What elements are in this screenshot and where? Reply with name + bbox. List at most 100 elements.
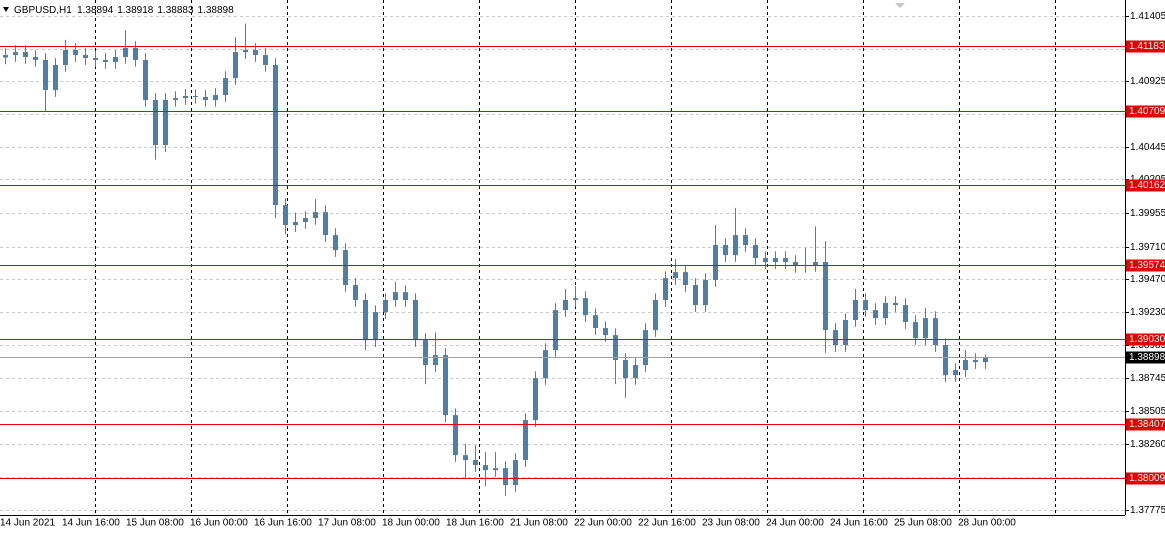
candle-body <box>913 322 918 339</box>
level-label-box <box>1126 105 1165 118</box>
candle-body <box>493 468 498 471</box>
candle-body <box>873 310 878 319</box>
candle-body <box>513 460 518 486</box>
y-tick-label: 1.39710 <box>1130 242 1165 253</box>
candle-body <box>553 310 558 351</box>
level-label: 1.39030 <box>1129 334 1165 345</box>
candle-body <box>173 98 178 100</box>
header-open: 1.38894 <box>77 5 114 16</box>
plot <box>0 16 1125 511</box>
candle-body <box>43 59 48 91</box>
candle-body <box>153 99 158 146</box>
y-tick-label: 1.39470 <box>1130 274 1165 285</box>
candle-body <box>813 262 818 266</box>
candle-body <box>383 300 388 313</box>
y-tick-label: 1.39230 <box>1130 307 1165 318</box>
candle-body <box>453 415 458 456</box>
candle-body <box>543 350 548 379</box>
current-price-box <box>1126 351 1165 364</box>
candle-body <box>323 212 328 236</box>
shift-marker <box>895 3 905 8</box>
candle-body <box>283 205 288 226</box>
candle-body <box>853 300 858 321</box>
x-tick-label: 24 Jun 00:00 <box>766 518 824 529</box>
header-high: 1.38918 <box>117 5 154 16</box>
candle-body <box>703 280 708 306</box>
candle-body <box>103 59 108 62</box>
candle-body <box>403 292 408 301</box>
y-tick-label: 1.39955 <box>1130 208 1165 219</box>
candle-body <box>163 99 168 146</box>
candle-body <box>373 312 378 341</box>
candle-body <box>753 245 758 259</box>
x-tick-label: 18 Jun 16:00 <box>446 518 504 529</box>
candle-body <box>633 365 638 379</box>
candle-body <box>483 465 488 471</box>
x-tick-label: 15 Jun 08:00 <box>126 518 184 529</box>
chart-header: GBPUSD,H1 1.38894 1.38918 1.38883 1.38898 <box>14 5 234 16</box>
candle-body <box>573 298 578 301</box>
candle-body <box>123 47 128 57</box>
candle-body <box>903 305 908 323</box>
candle-body <box>363 300 368 341</box>
level-label-box <box>1126 472 1165 485</box>
candle-body <box>473 460 478 466</box>
candle-body <box>93 58 98 60</box>
y-tick-label: 1.38505 <box>1130 406 1165 417</box>
candle-body <box>733 235 738 256</box>
y-tick-label: 1.40925 <box>1130 76 1165 87</box>
candle-body <box>833 330 838 346</box>
candle-body <box>713 245 718 281</box>
candle-body <box>533 378 538 421</box>
candle-body <box>583 298 588 316</box>
candle-body <box>23 52 28 57</box>
candle-body <box>313 212 318 219</box>
candle-body <box>333 235 338 251</box>
candle-body <box>893 303 898 306</box>
candle-body <box>433 355 438 366</box>
candle-body <box>613 335 618 361</box>
candle-body <box>983 357 988 363</box>
candle-body <box>643 330 648 366</box>
candle-body <box>883 303 888 319</box>
candle-body <box>443 355 448 416</box>
x-tick-label: 14 Jun 16:00 <box>62 518 120 529</box>
time-grid <box>95 0 1056 515</box>
candle-body <box>763 258 768 263</box>
header-low: 1.38883 <box>157 5 194 16</box>
x-tick-label: 16 Jun 00:00 <box>190 518 248 529</box>
candle-body <box>523 420 528 461</box>
candle-body <box>653 300 658 331</box>
x-tick-label: 24 Jun 16:00 <box>830 518 888 529</box>
candle-body <box>743 235 748 246</box>
level-label-box <box>1126 259 1165 272</box>
candle-body <box>603 328 608 336</box>
candle-body <box>73 50 78 56</box>
candle-body <box>13 52 18 56</box>
x-tick-label: 16 Jun 16:00 <box>254 518 312 529</box>
candle-body <box>63 50 68 65</box>
candle-body <box>673 272 678 279</box>
y-tick-label: 1.38745 <box>1130 373 1165 384</box>
level-label-box <box>1126 418 1165 431</box>
candle-body <box>243 50 248 53</box>
candle-body <box>213 95 218 100</box>
candle-body <box>293 222 298 226</box>
candle-body <box>963 360 968 371</box>
candle-body <box>593 315 598 329</box>
level-label: 1.40162 <box>1129 180 1165 191</box>
candle-body <box>663 278 668 301</box>
candle-body <box>273 64 278 206</box>
candle-body <box>83 55 88 59</box>
level-label: 1.40709 <box>1129 106 1165 117</box>
candle-body <box>623 360 628 379</box>
candle-body <box>343 250 348 286</box>
level-label-box <box>1126 333 1165 346</box>
candle-body <box>183 96 188 99</box>
x-tick-label: 22 Jun 00:00 <box>574 518 632 529</box>
candle-body <box>563 300 568 311</box>
x-tick-label: 28 Jun 00:00 <box>958 518 1016 529</box>
level-label-box <box>1126 40 1165 53</box>
